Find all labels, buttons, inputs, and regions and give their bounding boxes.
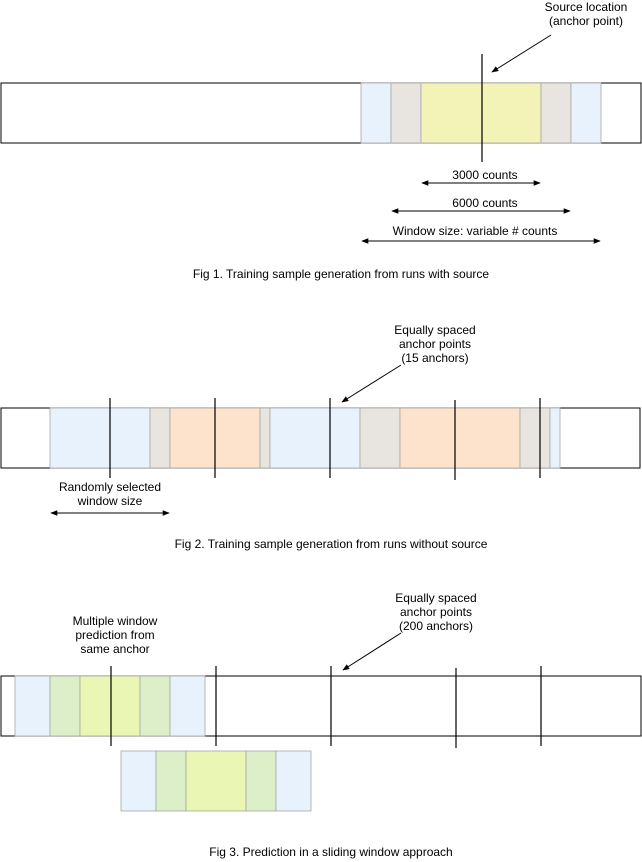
fig3-win1-green-left (49, 675, 81, 737)
fig3-win2-green-right (245, 750, 277, 812)
figure-1: Source location (anchor point) 3000 coun… (0, 0, 642, 281)
fig1-dim-window-label: Window size: variable # counts (393, 224, 558, 238)
fig1-source-label-line2: (anchor point) (549, 14, 623, 28)
fig2-seg-gray-3 (359, 407, 401, 469)
fig2-window-label-line2: window size (77, 494, 143, 508)
fig1-caption: Fig 1. Training sample generation from r… (193, 267, 489, 281)
fig1-window-right-mid (540, 82, 572, 144)
fig1-source-label-line1: Source location (545, 0, 628, 14)
fig3-win2-core (185, 750, 247, 812)
fig3-win1-blue-left (14, 675, 51, 737)
fig2-seg-blue-2 (269, 407, 361, 469)
fig2-anchor-label-line1: Equally spaced (394, 323, 475, 337)
fig3-multi-label-line2: prediction from (75, 628, 154, 642)
fig3-win1-blue-right (169, 675, 206, 737)
fig2-seg-gray-1 (149, 407, 171, 469)
fig1-window-left-mid (390, 82, 422, 144)
fig3-anchor-label-line2: anchor points (400, 605, 472, 619)
fig1-window-core (420, 82, 542, 144)
fig3-multi-label-line3: same anchor (80, 642, 149, 656)
fig3-win2-blue-right (275, 750, 312, 812)
fig3-win1-green-right (139, 675, 171, 737)
fig2-seg-gray-2 (259, 407, 271, 469)
fig3-anchor-pointer-arrow (342, 632, 402, 671)
fig3-win1-core (79, 675, 141, 737)
figure-3: Multiple window prediction from same anc… (0, 591, 642, 859)
fig2-seg-gray-4 (519, 407, 551, 469)
fig3-win2-green-left (155, 750, 187, 812)
fig2-caption: Fig 2. Training sample generation from r… (175, 537, 488, 551)
fig1-source-pointer-arrow (491, 34, 552, 73)
fig3-multi-label-line1: Multiple window (73, 614, 158, 628)
fig2-seg-orange-2 (399, 407, 521, 469)
fig2-anchor-label-line2: anchor points (399, 337, 471, 351)
fig3-anchor-label-line3: (200 anchors) (399, 619, 473, 633)
fig1-window-right-outer (570, 82, 602, 144)
fig1-dim-6000-label: 6000 counts (452, 196, 517, 210)
fig1-dim-3000-label: 3000 counts (452, 168, 517, 182)
fig3-anchor-label-line1: Equally spaced (395, 591, 476, 605)
fig1-window-left-outer (360, 82, 392, 144)
fig2-anchor-label-line3: (15 anchors) (401, 351, 468, 365)
fig2-seg-blue-1 (49, 407, 151, 469)
figure-2: Equally spaced anchor points (15 anchors… (0, 323, 641, 551)
fig3-caption: Fig 3. Prediction in a sliding window ap… (209, 845, 452, 859)
fig2-window-label-line1: Randomly selected (59, 480, 161, 494)
fig3-win2-blue-left (120, 750, 157, 812)
fig2-seg-blue-3 (549, 407, 561, 469)
fig2-anchor-pointer-arrow (341, 364, 402, 403)
